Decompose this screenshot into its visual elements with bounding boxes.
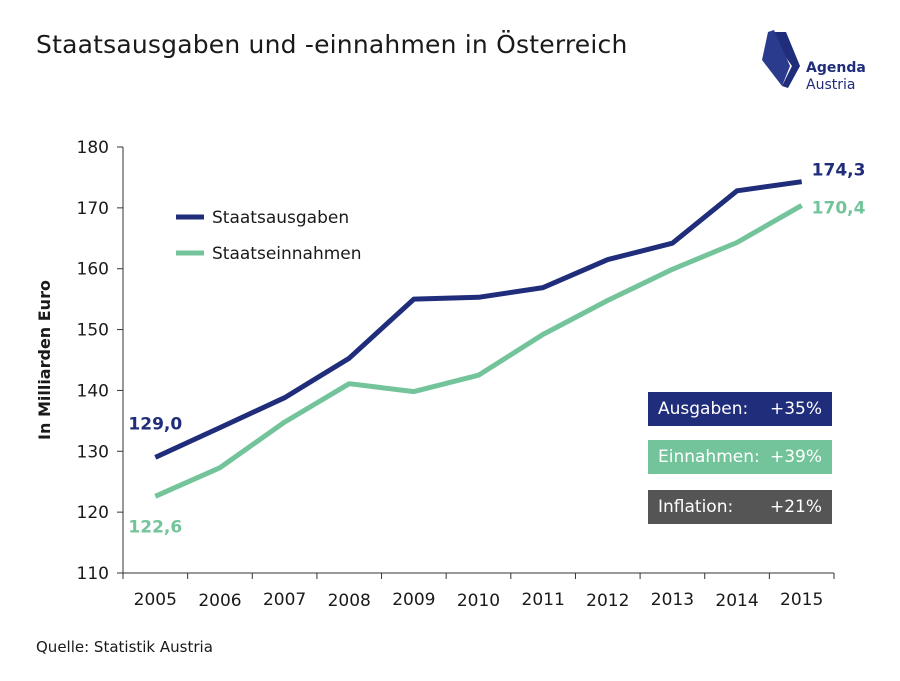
series-line-staatseinnahmen [154,203,803,499]
data-label: 174,3 [812,161,866,181]
y-tick-label: 160 [77,260,109,280]
x-tick-label: 2011 [522,590,565,610]
x-tick-label: 2014 [715,591,758,611]
legend-label: Staatseinnahmen [212,244,362,264]
chart-title: Staatsausgaben und -einnahmen in Österre… [36,30,628,59]
x-tick-label: 2015 [780,590,823,610]
y-axis-label: In Milliarden Euro [35,280,54,440]
x-tick-label: 2009 [392,590,435,610]
x-tick-label: 2013 [651,590,694,610]
x-tick-label: 2005 [134,590,177,610]
x-tick-label: 2006 [198,591,241,611]
change-box: Ausgaben: +35% [648,392,832,426]
series-line-staatsausgaben [154,179,803,460]
chart-legend: Staatsausgaben Staatseinnahmen [176,208,362,264]
y-tick-label: 110 [77,564,109,584]
x-tick-label: 2008 [328,591,371,611]
y-tick-label: 130 [77,442,109,462]
change-box-value: +39% [769,447,822,467]
change-box-label: Inflation: [658,497,734,517]
y-tick-label: 140 [77,381,109,401]
change-box-value: +35% [769,399,822,419]
y-tick-label: 150 [77,321,109,341]
y-tick-label: 170 [77,199,109,219]
change-box: Einnahmen: +39% [648,440,832,474]
logo-subtitle: Austria [806,77,856,93]
change-box-label: Ausgaben: [658,399,749,419]
logo-book-icon [762,30,800,88]
change-box-value: +21% [769,497,822,517]
x-tick-label: 2007 [263,590,306,610]
y-tick-label: 180 [77,138,109,158]
change-box-label: Einnahmen: [658,447,760,467]
logo-name: Agenda [806,60,866,76]
source-note: Quelle: Statistik Austria [36,638,213,656]
data-label: 129,0 [128,414,182,434]
legend-label: Staatsausgaben [212,208,349,228]
data-label: 170,4 [812,198,866,218]
x-tick-label: 2012 [586,591,629,611]
chart-data-labels: 129,0 122,6 174,3 170,4 [128,161,865,538]
chart-axes: 110 120 130 140 150 160 170 180 2005 2006 2007 2008… [35,138,835,611]
agenda-austria-logo: Agenda Austria [760,26,880,106]
y-tick-label: 120 [77,503,109,523]
data-label: 122,6 [128,517,182,537]
change-box: Inflation: +21% [648,490,832,524]
chart-series [154,179,803,499]
x-tick-label: 2010 [457,591,500,611]
